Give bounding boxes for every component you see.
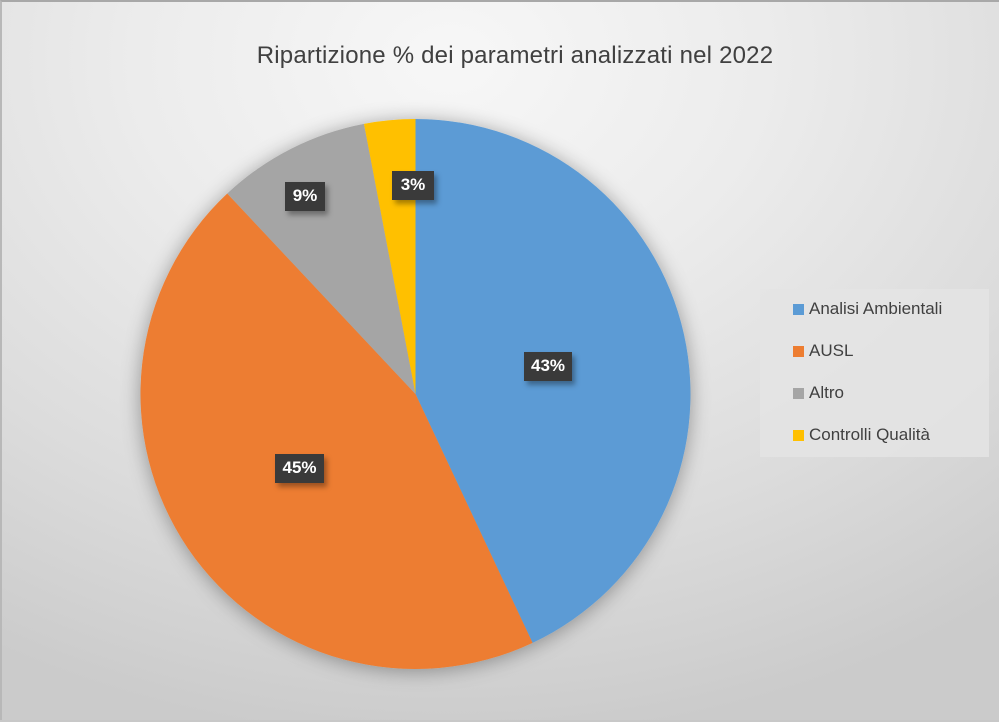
data-label-analisi-ambientali: 43% [524,352,572,381]
legend-swatch-blue-icon [793,303,804,315]
legend-swatch-gray-icon [793,387,804,399]
legend-swatch-yellow-icon [793,429,804,441]
legend-item-analisi-ambientali[interactable]: Analisi Ambientali [793,298,942,320]
pie-slice-ausl[interactable] [140,193,533,669]
pie-slice-altro[interactable] [227,123,416,395]
legend-label: AUSL [809,341,854,360]
data-label-controlli-qualita: 3% [392,171,434,200]
legend-item-controlli-qualita[interactable]: Controlli Qualità [793,424,930,446]
legend: Analisi Ambientali AUSL Altro Controlli … [760,289,989,457]
chart-title: Ripartizione % dei parametri analizzati … [256,42,774,69]
legend-swatch-orange-icon [793,345,804,357]
legend-item-altro[interactable]: Altro [793,382,844,404]
legend-label: Altro [809,383,844,402]
legend-item-ausl[interactable]: AUSL [793,340,853,362]
data-label-altro: 9% [285,182,325,211]
legend-label: Controlli Qualità [809,425,930,444]
data-label-ausl: 45% [275,454,324,483]
legend-label: Analisi Ambientali [809,299,943,318]
